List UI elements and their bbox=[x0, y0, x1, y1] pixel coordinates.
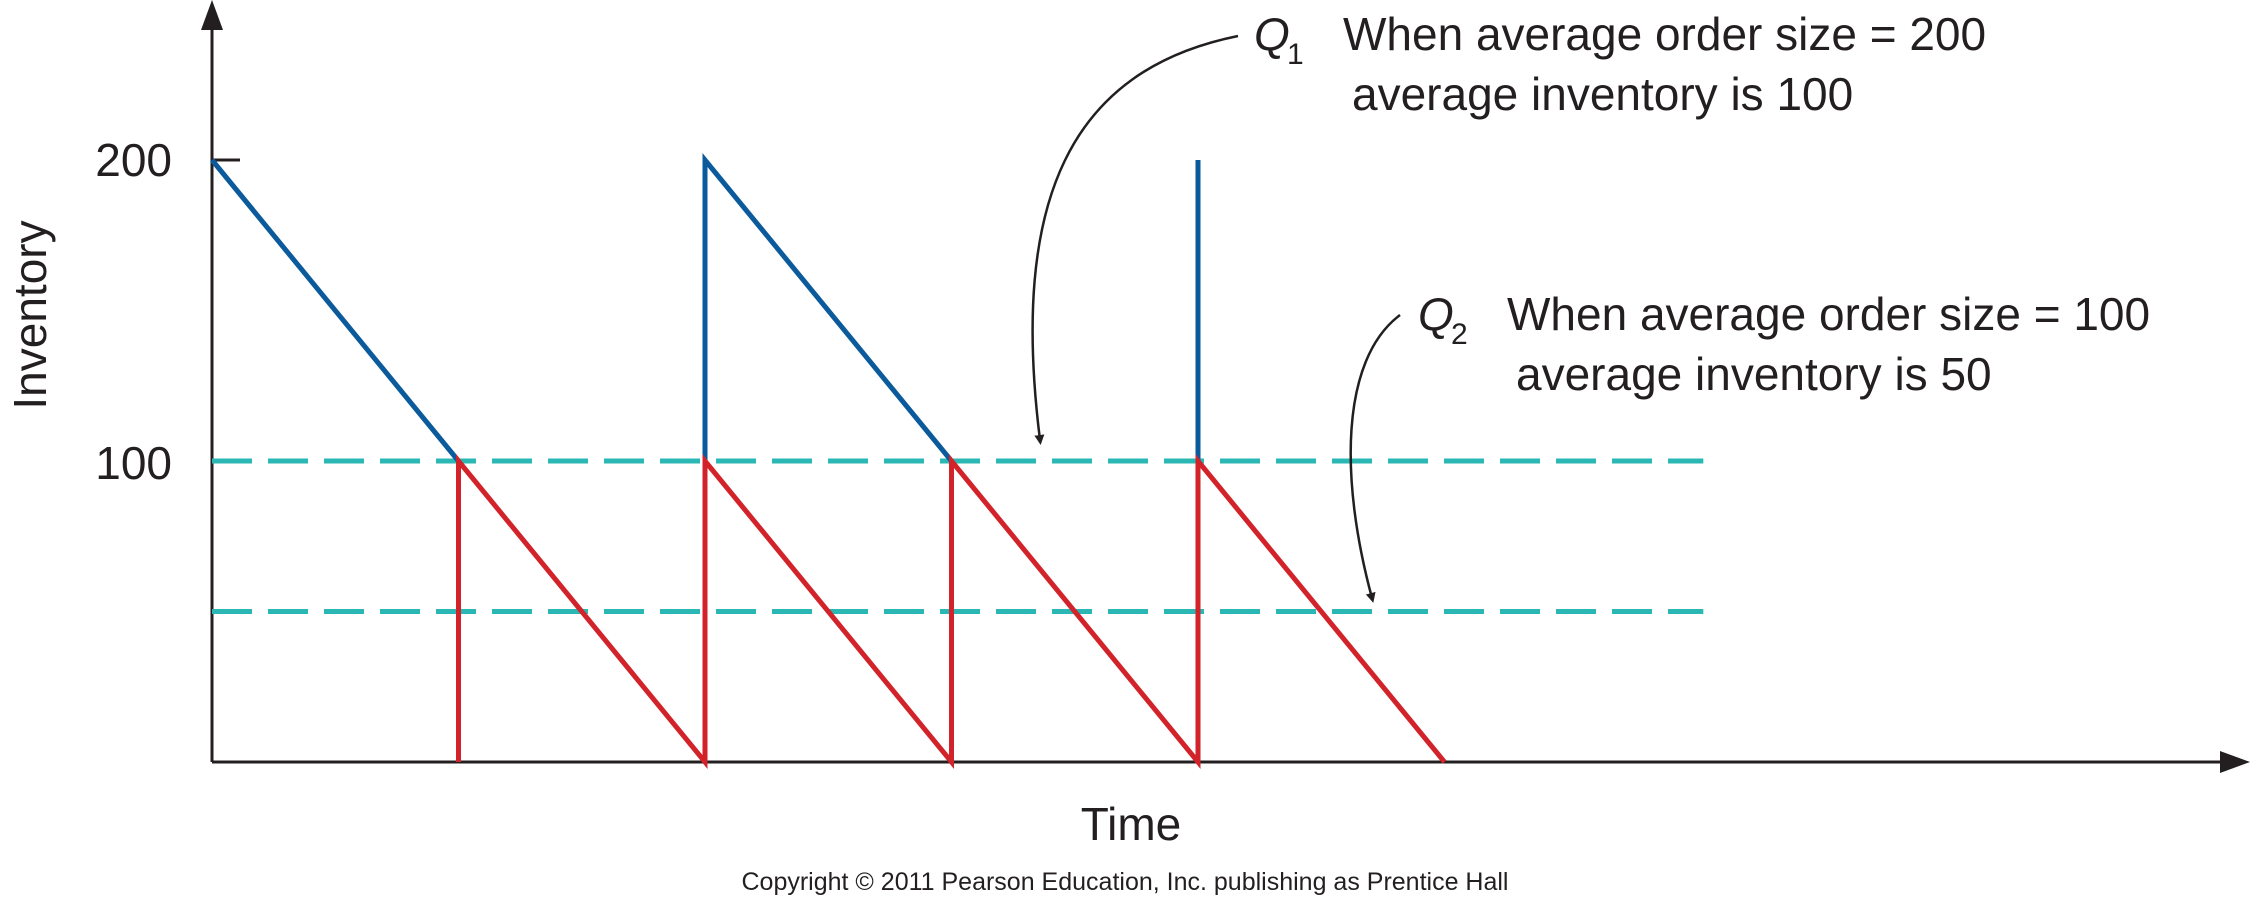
y-tick-label-100: 100 bbox=[95, 437, 172, 489]
annotation-q2-line1: When average order size = 100 bbox=[1507, 288, 2150, 340]
series-q2-segment-1 bbox=[456, 454, 1447, 769]
y-tick-label-200: 200 bbox=[95, 134, 172, 186]
annotation-q2-line2: average inventory is 50 bbox=[1516, 348, 1992, 400]
annotation-q2: Q 2 When average order size = 100 averag… bbox=[1349, 288, 2150, 603]
annotation-q2-subscript: 2 bbox=[1451, 318, 1468, 351]
annotation-q1-line2: average inventory is 100 bbox=[1352, 68, 1853, 120]
series-q1-segment-2 bbox=[702, 153, 954, 463]
annotation-q1: Q 1 When average order size = 200 averag… bbox=[1031, 8, 1986, 445]
annotation-q1-arrow bbox=[1031, 34, 1239, 445]
x-axis-label: Time bbox=[1081, 798, 1182, 850]
annotation-q1-symbol: Q bbox=[1254, 8, 1290, 60]
copyright-text: Copyright © 2011 Pearson Education, Inc.… bbox=[741, 868, 1508, 896]
reference-lines bbox=[212, 458, 1704, 614]
x-axis-arrow bbox=[2220, 751, 2250, 773]
annotation-q1-line1: When average order size = 200 bbox=[1343, 8, 1986, 60]
y-axis-label: Inventory bbox=[4, 220, 56, 409]
y-axis-arrow bbox=[201, 0, 223, 30]
annotation-q2-symbol: Q bbox=[1418, 288, 1454, 340]
series-layer bbox=[210, 153, 1447, 769]
series-q1-segment-1 bbox=[210, 158, 461, 463]
annotation-q1-subscript: 1 bbox=[1287, 38, 1304, 71]
annotation-q2-arrow bbox=[1349, 314, 1401, 603]
